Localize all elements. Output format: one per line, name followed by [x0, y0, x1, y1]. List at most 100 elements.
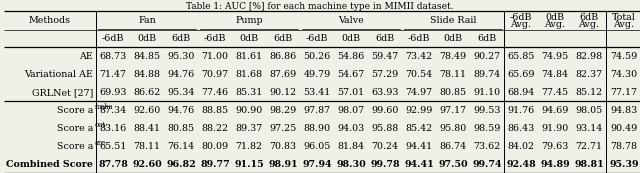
Text: 86.74: 86.74	[440, 142, 467, 151]
Text: 94.41: 94.41	[405, 142, 433, 151]
Text: Fan: Fan	[138, 16, 156, 25]
Text: 68.94: 68.94	[508, 88, 534, 97]
Text: 81.84: 81.84	[337, 142, 365, 151]
Text: 65.51: 65.51	[99, 142, 127, 151]
Text: 95.80: 95.80	[440, 124, 467, 133]
Text: 71.82: 71.82	[236, 142, 262, 151]
Text: Score a: Score a	[56, 142, 93, 151]
Text: 85.31: 85.31	[236, 88, 262, 97]
Text: 94.76: 94.76	[168, 70, 195, 79]
Text: Variational AE: Variational AE	[24, 70, 93, 79]
Text: 95.30: 95.30	[167, 52, 195, 61]
Text: 92.60: 92.60	[133, 106, 161, 115]
Text: 77.46: 77.46	[202, 88, 228, 97]
Text: 6dB: 6dB	[477, 34, 497, 43]
Text: 97.50: 97.50	[438, 160, 468, 169]
Text: 94.69: 94.69	[541, 106, 569, 115]
Text: 86.43: 86.43	[508, 124, 534, 133]
Text: 0dB: 0dB	[444, 34, 463, 43]
Text: 97.17: 97.17	[440, 106, 467, 115]
Text: 73.62: 73.62	[474, 142, 500, 151]
Text: 81.68: 81.68	[236, 70, 262, 79]
Text: 98.91: 98.91	[268, 160, 298, 169]
Text: 54.67: 54.67	[337, 70, 365, 79]
Text: 99.78: 99.78	[370, 160, 400, 169]
Text: 91.90: 91.90	[541, 124, 568, 133]
Text: 6dB: 6dB	[376, 34, 395, 43]
Text: 50.26: 50.26	[303, 52, 331, 61]
Text: 78.49: 78.49	[440, 52, 467, 61]
Text: 70.97: 70.97	[202, 70, 228, 79]
Text: 89.37: 89.37	[236, 124, 262, 133]
Text: 77.17: 77.17	[611, 88, 637, 97]
Text: 0dB: 0dB	[138, 34, 157, 43]
Text: 63.93: 63.93	[371, 88, 399, 97]
Text: 74.95: 74.95	[541, 52, 568, 61]
Text: 0dB: 0dB	[341, 34, 360, 43]
Text: 49.79: 49.79	[303, 70, 331, 79]
Text: 78.11: 78.11	[134, 142, 161, 151]
Text: Table 1: AUC [%] for each machine type in MIMII dataset.: Table 1: AUC [%] for each machine type i…	[186, 2, 454, 11]
Text: 96.05: 96.05	[303, 142, 331, 151]
Text: 90.27: 90.27	[474, 52, 500, 61]
Text: Avg.: Avg.	[579, 20, 600, 29]
Text: 71.47: 71.47	[99, 70, 127, 79]
Text: 73.42: 73.42	[405, 52, 433, 61]
Text: 91.76: 91.76	[508, 106, 534, 115]
Text: -6dB: -6dB	[102, 34, 124, 43]
Text: 92.48: 92.48	[506, 160, 536, 169]
Text: 85.12: 85.12	[575, 88, 603, 97]
Text: Slide Rail: Slide Rail	[429, 16, 476, 25]
Text: GRLNet [27]: GRLNet [27]	[31, 88, 93, 97]
Text: 95.88: 95.88	[371, 124, 399, 133]
Text: 0dB: 0dB	[239, 34, 259, 43]
Text: 57.29: 57.29	[371, 70, 399, 79]
Text: 95.39: 95.39	[609, 160, 639, 169]
Text: AE: AE	[79, 52, 93, 61]
Text: 86.62: 86.62	[133, 88, 161, 97]
Text: 59.47: 59.47	[371, 52, 399, 61]
Text: -6dB: -6dB	[204, 34, 227, 43]
Text: 90.90: 90.90	[236, 106, 262, 115]
Text: 88.85: 88.85	[202, 106, 228, 115]
Text: 74.97: 74.97	[405, 88, 433, 97]
Text: 72.71: 72.71	[575, 142, 602, 151]
Text: Avg.: Avg.	[511, 20, 531, 29]
Text: -6dB: -6dB	[509, 13, 532, 22]
Text: 65.85: 65.85	[508, 52, 534, 61]
Text: 74.59: 74.59	[611, 52, 637, 61]
Text: Avg.: Avg.	[614, 20, 634, 29]
Text: 87.34: 87.34	[99, 106, 127, 115]
Text: 6dB: 6dB	[273, 34, 292, 43]
Text: 94.41: 94.41	[404, 160, 434, 169]
Text: 70.24: 70.24	[371, 142, 399, 151]
Text: 69.93: 69.93	[99, 88, 127, 97]
Text: 85.42: 85.42	[405, 124, 433, 133]
Text: 99.60: 99.60	[371, 106, 399, 115]
Text: 91.10: 91.10	[474, 88, 500, 97]
Text: arc: arc	[95, 139, 106, 147]
Text: 6dB: 6dB	[172, 34, 191, 43]
Text: 92.99: 92.99	[405, 106, 433, 115]
Text: 87.69: 87.69	[269, 70, 296, 79]
Text: 98.05: 98.05	[575, 106, 603, 115]
Text: 98.59: 98.59	[474, 124, 500, 133]
Text: 94.76: 94.76	[168, 106, 195, 115]
Text: 94.83: 94.83	[611, 106, 637, 115]
Text: 93.14: 93.14	[575, 124, 603, 133]
Text: 70.54: 70.54	[405, 70, 433, 79]
Text: 89.74: 89.74	[474, 70, 500, 79]
Text: 90.12: 90.12	[269, 88, 296, 97]
Text: 53.41: 53.41	[303, 88, 331, 97]
Text: 74.30: 74.30	[611, 70, 637, 79]
Text: 96.82: 96.82	[166, 160, 196, 169]
Text: 78.11: 78.11	[440, 70, 467, 79]
Text: 65.69: 65.69	[508, 70, 535, 79]
Text: 71.00: 71.00	[202, 52, 228, 61]
Text: 98.81: 98.81	[574, 160, 604, 169]
Text: 94.89: 94.89	[540, 160, 570, 169]
Text: 82.37: 82.37	[575, 70, 603, 79]
Text: 70.83: 70.83	[269, 142, 296, 151]
Text: 80.09: 80.09	[202, 142, 228, 151]
Text: maha: maha	[95, 103, 113, 111]
